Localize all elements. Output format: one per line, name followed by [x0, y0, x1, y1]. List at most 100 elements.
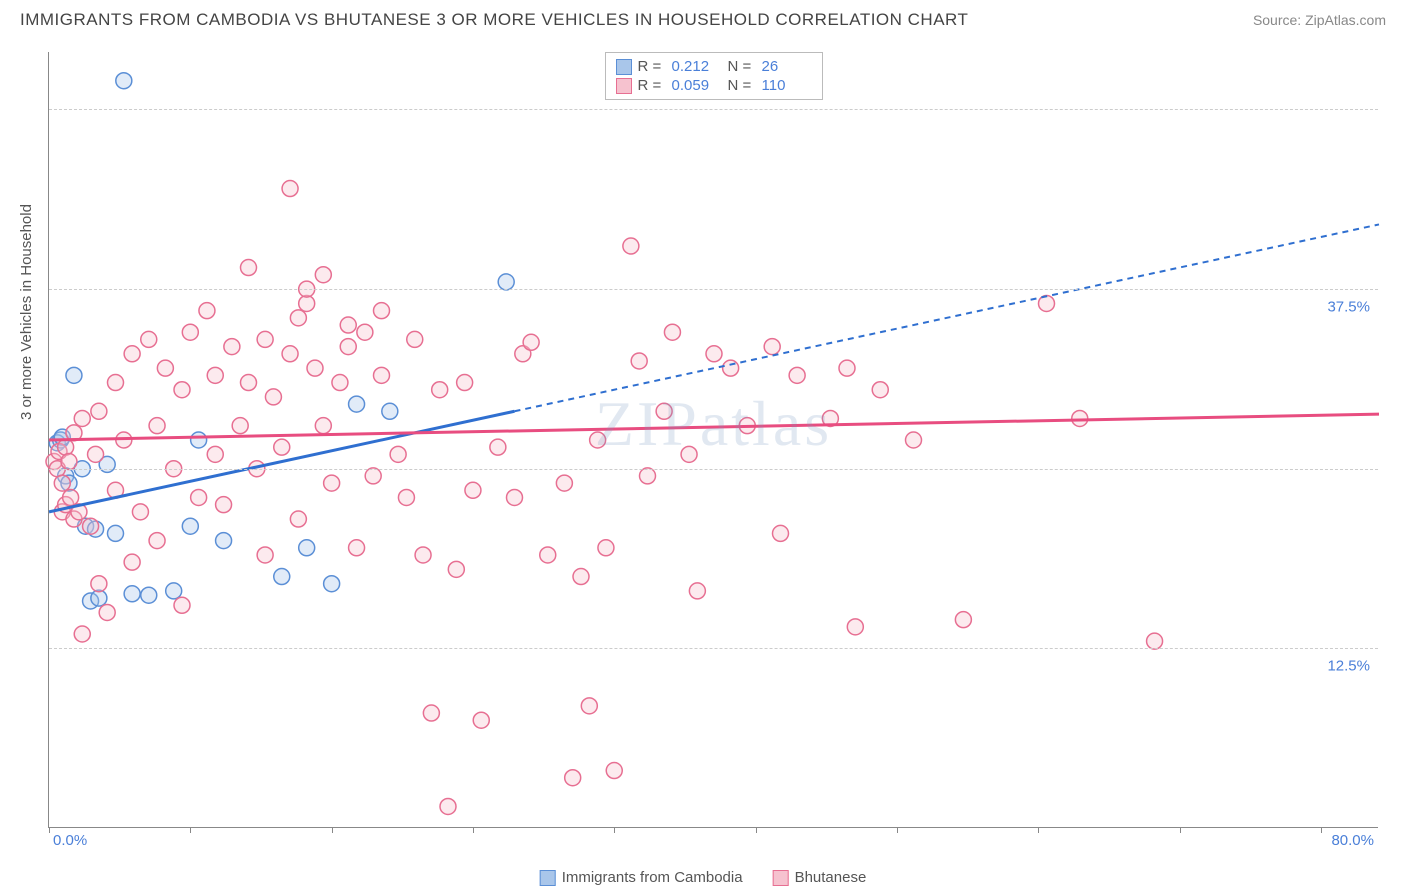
gridline-h — [49, 648, 1378, 649]
data-point — [540, 547, 556, 563]
chart-area: ZIPatlas R =0.212N =26R =0.059N =110 12.… — [48, 52, 1378, 828]
data-point — [623, 238, 639, 254]
data-point — [640, 468, 656, 484]
data-point — [61, 454, 77, 470]
data-point — [124, 586, 140, 602]
data-point — [282, 346, 298, 362]
trendline-extrapolated — [515, 224, 1380, 411]
data-point — [839, 360, 855, 376]
data-point — [124, 346, 140, 362]
x-tick — [614, 827, 615, 833]
data-point — [63, 489, 79, 505]
x-tick — [190, 827, 191, 833]
data-point — [191, 432, 207, 448]
data-point — [324, 576, 340, 592]
trendline — [49, 411, 515, 512]
data-point — [54, 475, 70, 491]
data-point — [207, 446, 223, 462]
data-point — [324, 475, 340, 491]
data-point — [124, 554, 140, 570]
data-point — [88, 446, 104, 462]
data-point — [407, 331, 423, 347]
data-point — [465, 482, 481, 498]
legend-r-label: R = — [638, 58, 666, 75]
legend-n-label: N = — [728, 58, 756, 75]
data-point — [315, 267, 331, 283]
data-point — [274, 439, 290, 455]
legend-swatch — [616, 59, 632, 75]
data-point — [573, 569, 589, 585]
data-point — [191, 489, 207, 505]
data-point — [498, 274, 514, 290]
data-point — [847, 619, 863, 635]
data-point — [182, 518, 198, 534]
data-point — [374, 367, 390, 383]
data-point — [290, 511, 306, 527]
data-point — [340, 339, 356, 355]
legend-r-value: 0.059 — [672, 77, 722, 94]
legend-correlation-row: R =0.212N =26 — [616, 57, 812, 76]
data-point — [91, 590, 107, 606]
data-point — [390, 446, 406, 462]
data-point — [357, 324, 373, 340]
data-point — [91, 403, 107, 419]
data-point — [149, 533, 165, 549]
data-point — [207, 367, 223, 383]
data-point — [1039, 295, 1055, 311]
data-point — [764, 339, 780, 355]
data-point — [182, 324, 198, 340]
x-axis-min-label: 0.0% — [53, 832, 87, 849]
data-point — [74, 626, 90, 642]
data-point — [257, 331, 273, 347]
data-point — [91, 576, 107, 592]
data-point — [374, 303, 390, 319]
data-point — [315, 418, 331, 434]
data-point — [307, 360, 323, 376]
data-point — [349, 540, 365, 556]
data-point — [565, 770, 581, 786]
data-point — [490, 439, 506, 455]
gridline-h — [49, 469, 1378, 470]
data-point — [507, 489, 523, 505]
y-tick-label: 12.5% — [1327, 658, 1370, 675]
data-point — [473, 712, 489, 728]
data-point — [664, 324, 680, 340]
legend-swatch — [773, 870, 789, 886]
data-point — [108, 375, 124, 391]
data-point — [723, 360, 739, 376]
x-tick — [332, 827, 333, 833]
gridline-h — [49, 289, 1378, 290]
x-tick — [756, 827, 757, 833]
data-point — [631, 353, 647, 369]
data-point — [149, 418, 165, 434]
data-point — [241, 375, 257, 391]
data-point — [415, 547, 431, 563]
x-tick — [897, 827, 898, 833]
data-point — [681, 446, 697, 462]
legend-swatch — [540, 870, 556, 886]
data-point — [290, 310, 306, 326]
data-point — [382, 403, 398, 419]
legend-r-label: R = — [638, 77, 666, 94]
legend-series-item: Immigrants from Cambodia — [540, 869, 743, 886]
legend-correlation-row: R =0.059N =110 — [616, 76, 812, 95]
data-point — [108, 525, 124, 541]
legend-n-value: 110 — [762, 77, 812, 94]
data-point — [448, 561, 464, 577]
data-point — [116, 73, 132, 89]
y-tick-label: 37.5% — [1327, 299, 1370, 316]
data-point — [174, 597, 190, 613]
data-point — [132, 504, 148, 520]
chart-title: IMMIGRANTS FROM CAMBODIA VS BHUTANESE 3 … — [20, 10, 968, 30]
scatter-plot — [49, 52, 1378, 827]
x-tick — [1321, 827, 1322, 833]
x-tick — [1180, 827, 1181, 833]
data-point — [232, 418, 248, 434]
data-point — [141, 331, 157, 347]
data-point — [141, 587, 157, 603]
data-point — [581, 698, 597, 714]
legend-correlation: R =0.212N =26R =0.059N =110 — [605, 52, 823, 100]
x-tick — [473, 827, 474, 833]
legend-n-value: 26 — [762, 58, 812, 75]
data-point — [432, 382, 448, 398]
